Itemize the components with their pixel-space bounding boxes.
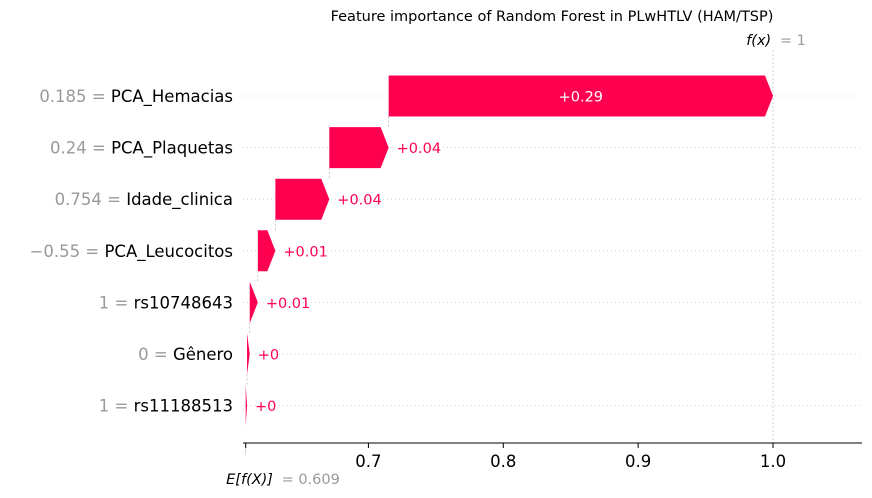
bar-Gênero <box>247 333 250 375</box>
base-value-label: E[f(X)] = 0.609 <box>226 472 340 488</box>
output-value-symbol: f(x) <box>746 33 771 49</box>
feature-value: 0.24 = <box>50 139 111 158</box>
bar-value-label: +0.04 <box>337 193 381 209</box>
feature-name: PCA_Leucocitos <box>104 242 233 262</box>
feature-value: 1 = <box>99 397 134 416</box>
feature-value: 1 = <box>99 293 134 312</box>
chart-title: Feature importance of Random Forest in P… <box>331 9 774 25</box>
bars: +0.29 +0.04 +0.04 +0.01 +0.01 +0 +0 <box>245 75 773 427</box>
x-tick-label: 0.8 <box>490 452 516 471</box>
bar-value-label: +0.01 <box>266 296 310 312</box>
base-value-text: = 0.609 <box>282 472 340 488</box>
output-value-label: f(x) = 1 <box>746 33 806 49</box>
bar-value-label: +0 <box>258 348 279 364</box>
feature-label: 1 = rs10748643 <box>99 293 233 312</box>
feature-label: 0 = Gênero <box>138 345 233 364</box>
bar-rs11188513 <box>245 385 248 427</box>
bar-PCA_Hemacias <box>388 75 773 117</box>
bar-rs10748643 <box>249 281 258 323</box>
x-tick-label: 1.0 <box>760 452 786 471</box>
x-axis: 0.7 0.8 0.9 1.0 <box>243 442 862 471</box>
base-value-symbol: E[f(X)] <box>226 472 273 488</box>
feature-value: 0.754 = <box>55 190 127 209</box>
output-value-text: = 1 <box>780 33 806 49</box>
feature-label: 1 = rs11188513 <box>99 397 233 416</box>
feature-name: Gênero <box>173 345 233 364</box>
feature-labels: 0.185 = PCA_Hemacias 0.24 = PCA_Plaquetas… <box>30 87 233 416</box>
feature-label: −0.55 = PCA_Leucocitos <box>30 242 233 262</box>
connector-lines <box>246 116 390 386</box>
feature-label: 0.754 = Idade_clinica <box>55 190 233 210</box>
bar-value-label: +0.29 <box>559 90 603 106</box>
x-tick-label: 0.7 <box>355 452 381 471</box>
bar-Idade_clinica <box>275 178 330 220</box>
bar-PCA_Leucocitos <box>257 230 276 272</box>
feature-value: −0.55 = <box>30 242 105 261</box>
feature-label: 0.185 = PCA_Hemacias <box>39 87 233 107</box>
feature-name: PCA_Hemacias <box>111 87 233 107</box>
feature-name: PCA_Plaquetas <box>111 139 233 159</box>
feature-name: rs11188513 <box>134 397 233 416</box>
feature-value: 0 = <box>138 345 173 364</box>
feature-value: 0.185 = <box>39 87 111 106</box>
bar-PCA_Plaquetas <box>329 127 389 169</box>
bar-value-label: +0 <box>255 399 276 415</box>
feature-label: 0.24 = PCA_Plaquetas <box>50 139 233 159</box>
bar-value-label: +0.04 <box>397 141 441 157</box>
x-tick-label: 0.9 <box>625 452 651 471</box>
feature-name: Idade_clinica <box>126 190 233 210</box>
feature-name: rs10748643 <box>134 293 233 312</box>
bar-value-label: +0.01 <box>283 244 327 260</box>
